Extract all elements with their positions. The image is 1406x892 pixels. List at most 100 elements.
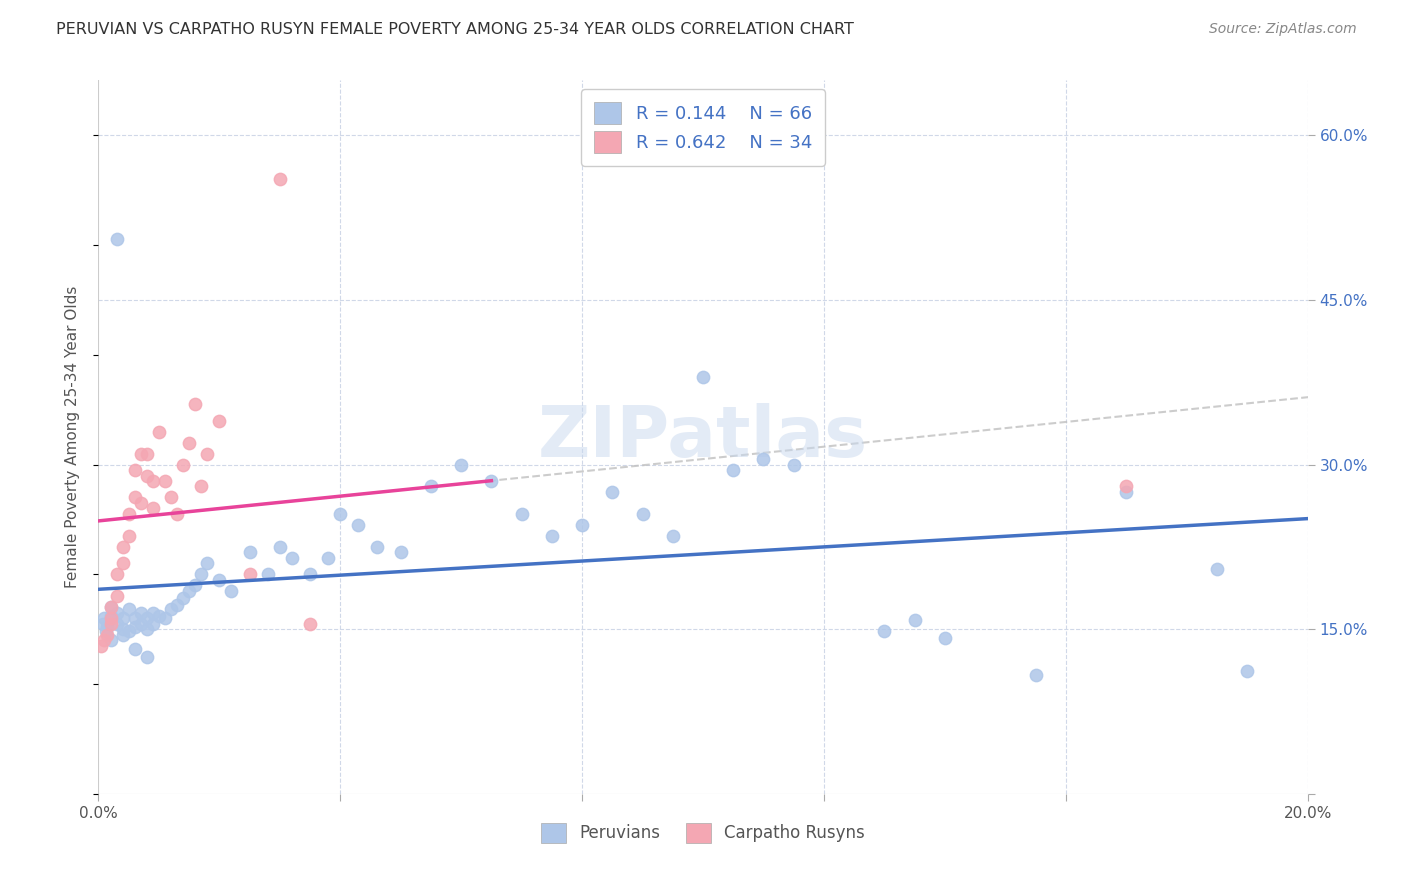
Point (166, 507, 188, 521)
Point (153, 474, 176, 488)
Point (190, 567, 212, 582)
Point (1236, 664, 1258, 678)
Point (752, 452, 775, 467)
Point (195, 446, 218, 460)
Point (111, 628, 134, 642)
Point (160, 602, 183, 616)
Point (329, 507, 352, 521)
Text: ZIPatlas: ZIPatlas (538, 402, 868, 472)
Point (105, 616, 128, 631)
Point (239, 567, 262, 582)
Point (631, 507, 654, 521)
Point (105, 567, 128, 582)
Point (256, 567, 278, 582)
Point (111, 540, 134, 554)
Point (420, 479, 443, 493)
Point (172, 458, 194, 472)
Point (93, 633, 115, 648)
Point (316, 550, 339, 565)
Point (118, 507, 141, 521)
Point (208, 573, 231, 587)
Point (148, 609, 170, 624)
Text: Source: ZipAtlas.com: Source: ZipAtlas.com (1209, 22, 1357, 37)
Point (540, 529, 562, 543)
Legend: Peruvians, Carpatho Rusyns: Peruvians, Carpatho Rusyns (534, 816, 872, 850)
Point (450, 458, 472, 472)
Point (142, 501, 165, 516)
Point (93, 611, 115, 625)
Point (269, 540, 291, 554)
Point (166, 598, 188, 612)
Point (129, 616, 152, 631)
Point (94, 624, 117, 639)
Point (190, 479, 212, 493)
Point (100, 616, 122, 631)
Point (105, 232, 128, 246)
Point (160, 491, 183, 505)
Point (142, 606, 165, 620)
Point (179, 583, 201, 598)
Point (1024, 668, 1046, 682)
Point (299, 567, 322, 582)
Point (100, 609, 122, 624)
Point (195, 557, 218, 571)
Text: PERUVIAN VS CARPATHO RUSYN FEMALE POVERTY AMONG 25-34 YEAR OLDS CORRELATION CHAR: PERUVIAN VS CARPATHO RUSYN FEMALE POVERT… (56, 22, 853, 37)
Y-axis label: Female Poverty Among 25-34 Year Olds: Female Poverty Among 25-34 Year Olds (65, 286, 80, 588)
Point (366, 540, 388, 554)
Point (299, 616, 322, 631)
Point (142, 474, 165, 488)
Point (347, 517, 370, 532)
Point (129, 446, 152, 460)
Point (124, 463, 146, 477)
Point (571, 517, 593, 532)
Point (124, 620, 146, 634)
Point (602, 485, 624, 500)
Point (269, 172, 291, 186)
Point (904, 614, 927, 628)
Point (100, 633, 122, 648)
Point (281, 550, 304, 565)
Point (124, 642, 146, 657)
Point (1115, 479, 1137, 493)
Point (661, 529, 683, 543)
Point (934, 631, 956, 645)
Point (124, 611, 146, 625)
Point (91, 616, 114, 631)
Point (135, 468, 157, 483)
Point (135, 446, 157, 460)
Point (135, 649, 157, 664)
Point (111, 611, 134, 625)
Point (118, 624, 141, 639)
Point (692, 369, 714, 384)
Point (100, 600, 122, 615)
Point (179, 435, 201, 450)
Point (153, 611, 176, 625)
Point (510, 507, 533, 521)
Point (105, 606, 128, 620)
Point (135, 622, 157, 636)
Point (148, 425, 170, 439)
Point (105, 589, 128, 603)
Point (184, 578, 207, 592)
Point (208, 414, 231, 428)
Point (172, 591, 194, 606)
Point (481, 474, 503, 488)
Point (783, 458, 806, 472)
Point (135, 611, 157, 625)
Point (184, 397, 207, 411)
Point (111, 557, 134, 571)
Point (90, 639, 112, 653)
Point (1115, 485, 1137, 500)
Point (1206, 562, 1229, 576)
Point (100, 600, 122, 615)
Point (129, 606, 152, 620)
Point (124, 491, 146, 505)
Point (96, 628, 118, 642)
Point (142, 616, 165, 631)
Point (118, 602, 141, 616)
Point (129, 496, 152, 510)
Point (111, 622, 134, 636)
Point (239, 545, 262, 559)
Point (873, 624, 896, 639)
Point (389, 545, 412, 559)
